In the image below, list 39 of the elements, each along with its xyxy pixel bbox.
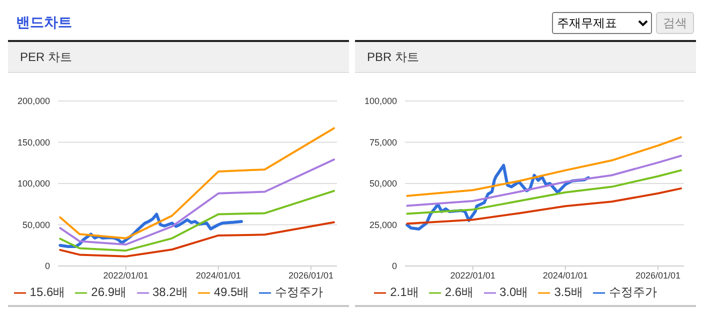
legend-label: 2.6배 — [444, 285, 474, 299]
x-tick-label: 2026/01/01 — [288, 270, 334, 280]
line-series — [59, 221, 335, 258]
y-tick-label: 150,000 — [17, 137, 50, 148]
dropdown: 주재무제표 — [552, 12, 652, 34]
legend-label: 2.1배 — [390, 285, 419, 299]
y-tick-label: 0 — [392, 261, 397, 272]
y-tick-label: 100,000 — [17, 178, 50, 189]
legend-label: 49.5배 — [214, 285, 250, 299]
y-tick-label: 100,000 — [364, 96, 397, 106]
line-series — [406, 154, 682, 207]
legend-label: 38.2배 — [152, 285, 188, 299]
line-series — [406, 136, 682, 197]
line-series — [406, 169, 682, 215]
x-tick-label: 2022/01/01 — [450, 270, 496, 280]
y-tick-label: 50,000 — [369, 178, 397, 189]
x-tick-label: 2022/01/01 — [103, 270, 148, 280]
y-tick-label: 25,000 — [369, 220, 397, 230]
legend-label: 3.0배 — [500, 285, 528, 299]
line-series — [59, 127, 335, 240]
y-tick-label: 200,000 — [17, 96, 50, 106]
x-tick-label: 2024/01/01 — [542, 270, 588, 280]
line-series — [59, 158, 335, 246]
chart-title: PER 차트 — [8, 42, 349, 73]
line-series — [59, 190, 335, 252]
text: 밴드차트 — [16, 14, 73, 32]
y-tick-label: 0 — [44, 261, 50, 272]
x-tick-label: 2024/01/01 — [196, 270, 241, 280]
y-tick-label: 50,000 — [22, 220, 50, 230]
line-series — [406, 187, 682, 225]
x-tick-label: 2026/01/01 — [635, 270, 681, 280]
legend-label: 수정주가 — [275, 285, 324, 299]
chart-title: PBR 차트 — [355, 42, 696, 73]
legend-label: 26.9배 — [91, 285, 126, 299]
legend-label: 3.5배 — [554, 285, 583, 299]
legend-label: 15.6배 — [30, 285, 66, 299]
legend-label: 수정주가 — [608, 285, 657, 299]
search-button: 검색 — [656, 12, 694, 34]
y-tick-label: 75,000 — [369, 137, 397, 148]
